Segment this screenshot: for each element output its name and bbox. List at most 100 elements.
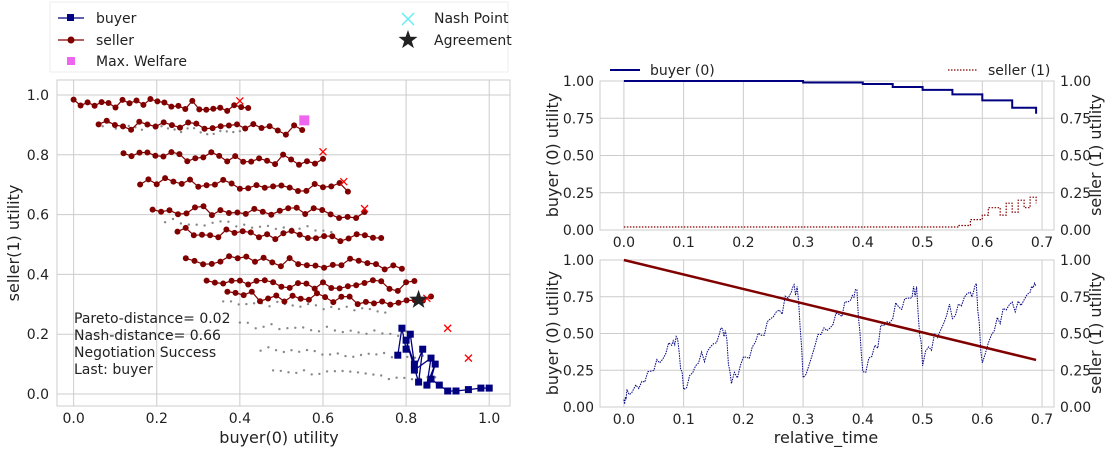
gray-offer-point [352, 355, 355, 358]
pareto-distance-text: Pareto-distance= 0.02 [74, 311, 231, 327]
seller-offer-point [217, 104, 224, 111]
seller-offer-point [286, 255, 293, 262]
seller-offer-point [286, 184, 293, 191]
seller-offer-point [311, 181, 318, 187]
seller-offer-point [152, 123, 159, 130]
buyer-offer-point [398, 324, 406, 332]
seller-offer-point [240, 292, 247, 299]
seller-offer-point [91, 102, 98, 109]
x-tick-label: 0.1 [672, 412, 694, 428]
seller-offer-point [403, 297, 410, 304]
gray-offer-point [282, 226, 285, 229]
gray-offer-point [127, 124, 130, 128]
seller-offer-point [242, 210, 249, 217]
utility-time-bottom-chart: 0.0 0.1 0.2 0.3 0.4 0.5 0.6 0.7 0.00 0.00 0.25 0.25… [543, 253, 1105, 448]
seller-offers [70, 96, 434, 308]
gray-offer-point [318, 372, 321, 376]
x-tick-label: 0.4 [229, 411, 251, 427]
seller-offer-point [330, 299, 337, 306]
gray-offer-point [238, 321, 242, 324]
seller-offer-point [373, 261, 379, 268]
rejected-offer-mark [422, 294, 431, 303]
seller-offer-point [149, 206, 156, 213]
gray-offer-point [313, 349, 316, 353]
seller-offer-point [344, 213, 351, 220]
seller-offer-point [140, 101, 147, 108]
seller-offer-point [270, 279, 277, 286]
seller-offer-point [320, 279, 326, 286]
rejected-offer-mark [235, 96, 244, 105]
seller-offer-point [302, 211, 309, 217]
seller-offer-point [231, 229, 238, 236]
gray-offer-point [238, 130, 242, 133]
seller-offer-point [338, 262, 345, 269]
buyer-offer-point [435, 381, 443, 389]
gray-offer-point [381, 332, 384, 335]
buyer-offer-point [464, 386, 472, 394]
gray-offer-point [227, 220, 230, 223]
gray-offer-point [298, 350, 301, 353]
legend-entry-seller: seller [58, 33, 134, 49]
seller-offer-point [272, 236, 279, 243]
seller-offer-point [321, 233, 328, 240]
seller-offer-point [208, 260, 215, 267]
seller-offer-point [126, 100, 133, 107]
x-tick-label: 0.5 [911, 235, 933, 251]
seller-offer-point [137, 181, 144, 188]
gray-offer-point [101, 125, 104, 128]
x-tick-label: 0.2 [146, 411, 168, 427]
seller-offer-point [196, 106, 203, 113]
seller-offer-point [128, 126, 135, 133]
legend-max-welfare-marker [67, 57, 75, 65]
buyer-offer-point [394, 351, 402, 359]
seller-offer-point [103, 117, 110, 124]
top-chart-legend: buyer (0) seller (1) [600, 60, 1054, 80]
seller-offer-point [353, 231, 360, 238]
seller-offer-point [322, 294, 329, 301]
seller-offer-point [228, 277, 235, 284]
gray-offer-point [163, 221, 167, 224]
top-chart-grid [600, 80, 1054, 231]
seller-offer-point [236, 277, 243, 284]
seller-offer-point [346, 293, 353, 300]
seller-offer-point [228, 180, 235, 187]
seller-offer-point [175, 211, 181, 218]
gray-offer-point [302, 369, 306, 372]
seller-offer-point [217, 207, 224, 214]
seller-offer-point [278, 283, 285, 290]
gray-offer-point [254, 327, 257, 330]
seller-offer-point [344, 283, 351, 290]
gray-offer-point [387, 377, 391, 381]
seller-offer-point [386, 285, 393, 292]
seller-offer-point [281, 298, 288, 305]
seller-offer-point [264, 231, 271, 238]
seller-offer-point [282, 131, 289, 138]
gray-offer-point [203, 224, 206, 227]
seller-offer-point [224, 288, 231, 295]
seller-offer-point [144, 121, 151, 128]
seller-offer-point [258, 125, 265, 131]
nash-distance-text: Nash-distance= 0.66 [74, 328, 221, 344]
seller-offer-point [200, 203, 207, 210]
seller-offer-point [265, 295, 272, 302]
seller-offer-point [245, 281, 252, 288]
seller-offer-point [201, 125, 208, 132]
seller-offer-point [361, 232, 368, 239]
y-tick-label-left: 0.00 [563, 400, 594, 416]
seller-offer-point [305, 296, 312, 303]
seller-offer-point [182, 106, 189, 112]
seller-offer-point [353, 282, 360, 289]
gray-offer-point [206, 133, 209, 136]
y-tick-label-left: 0.50 [563, 149, 594, 165]
legend-buyer-marker [67, 14, 74, 21]
x-tick-label: 0.6 [971, 235, 993, 251]
seller-offer-point [336, 285, 343, 292]
seller-offer-point [145, 176, 152, 183]
seller-offer-point [144, 149, 151, 156]
seller-offer-point [278, 182, 285, 189]
gray-offer-point [321, 353, 324, 356]
seller-offer-point [166, 207, 173, 214]
y-tick-label-right: 0.25 [1060, 363, 1091, 379]
x-tick-label: 1.0 [478, 411, 500, 427]
seller-offer-point [147, 96, 154, 102]
